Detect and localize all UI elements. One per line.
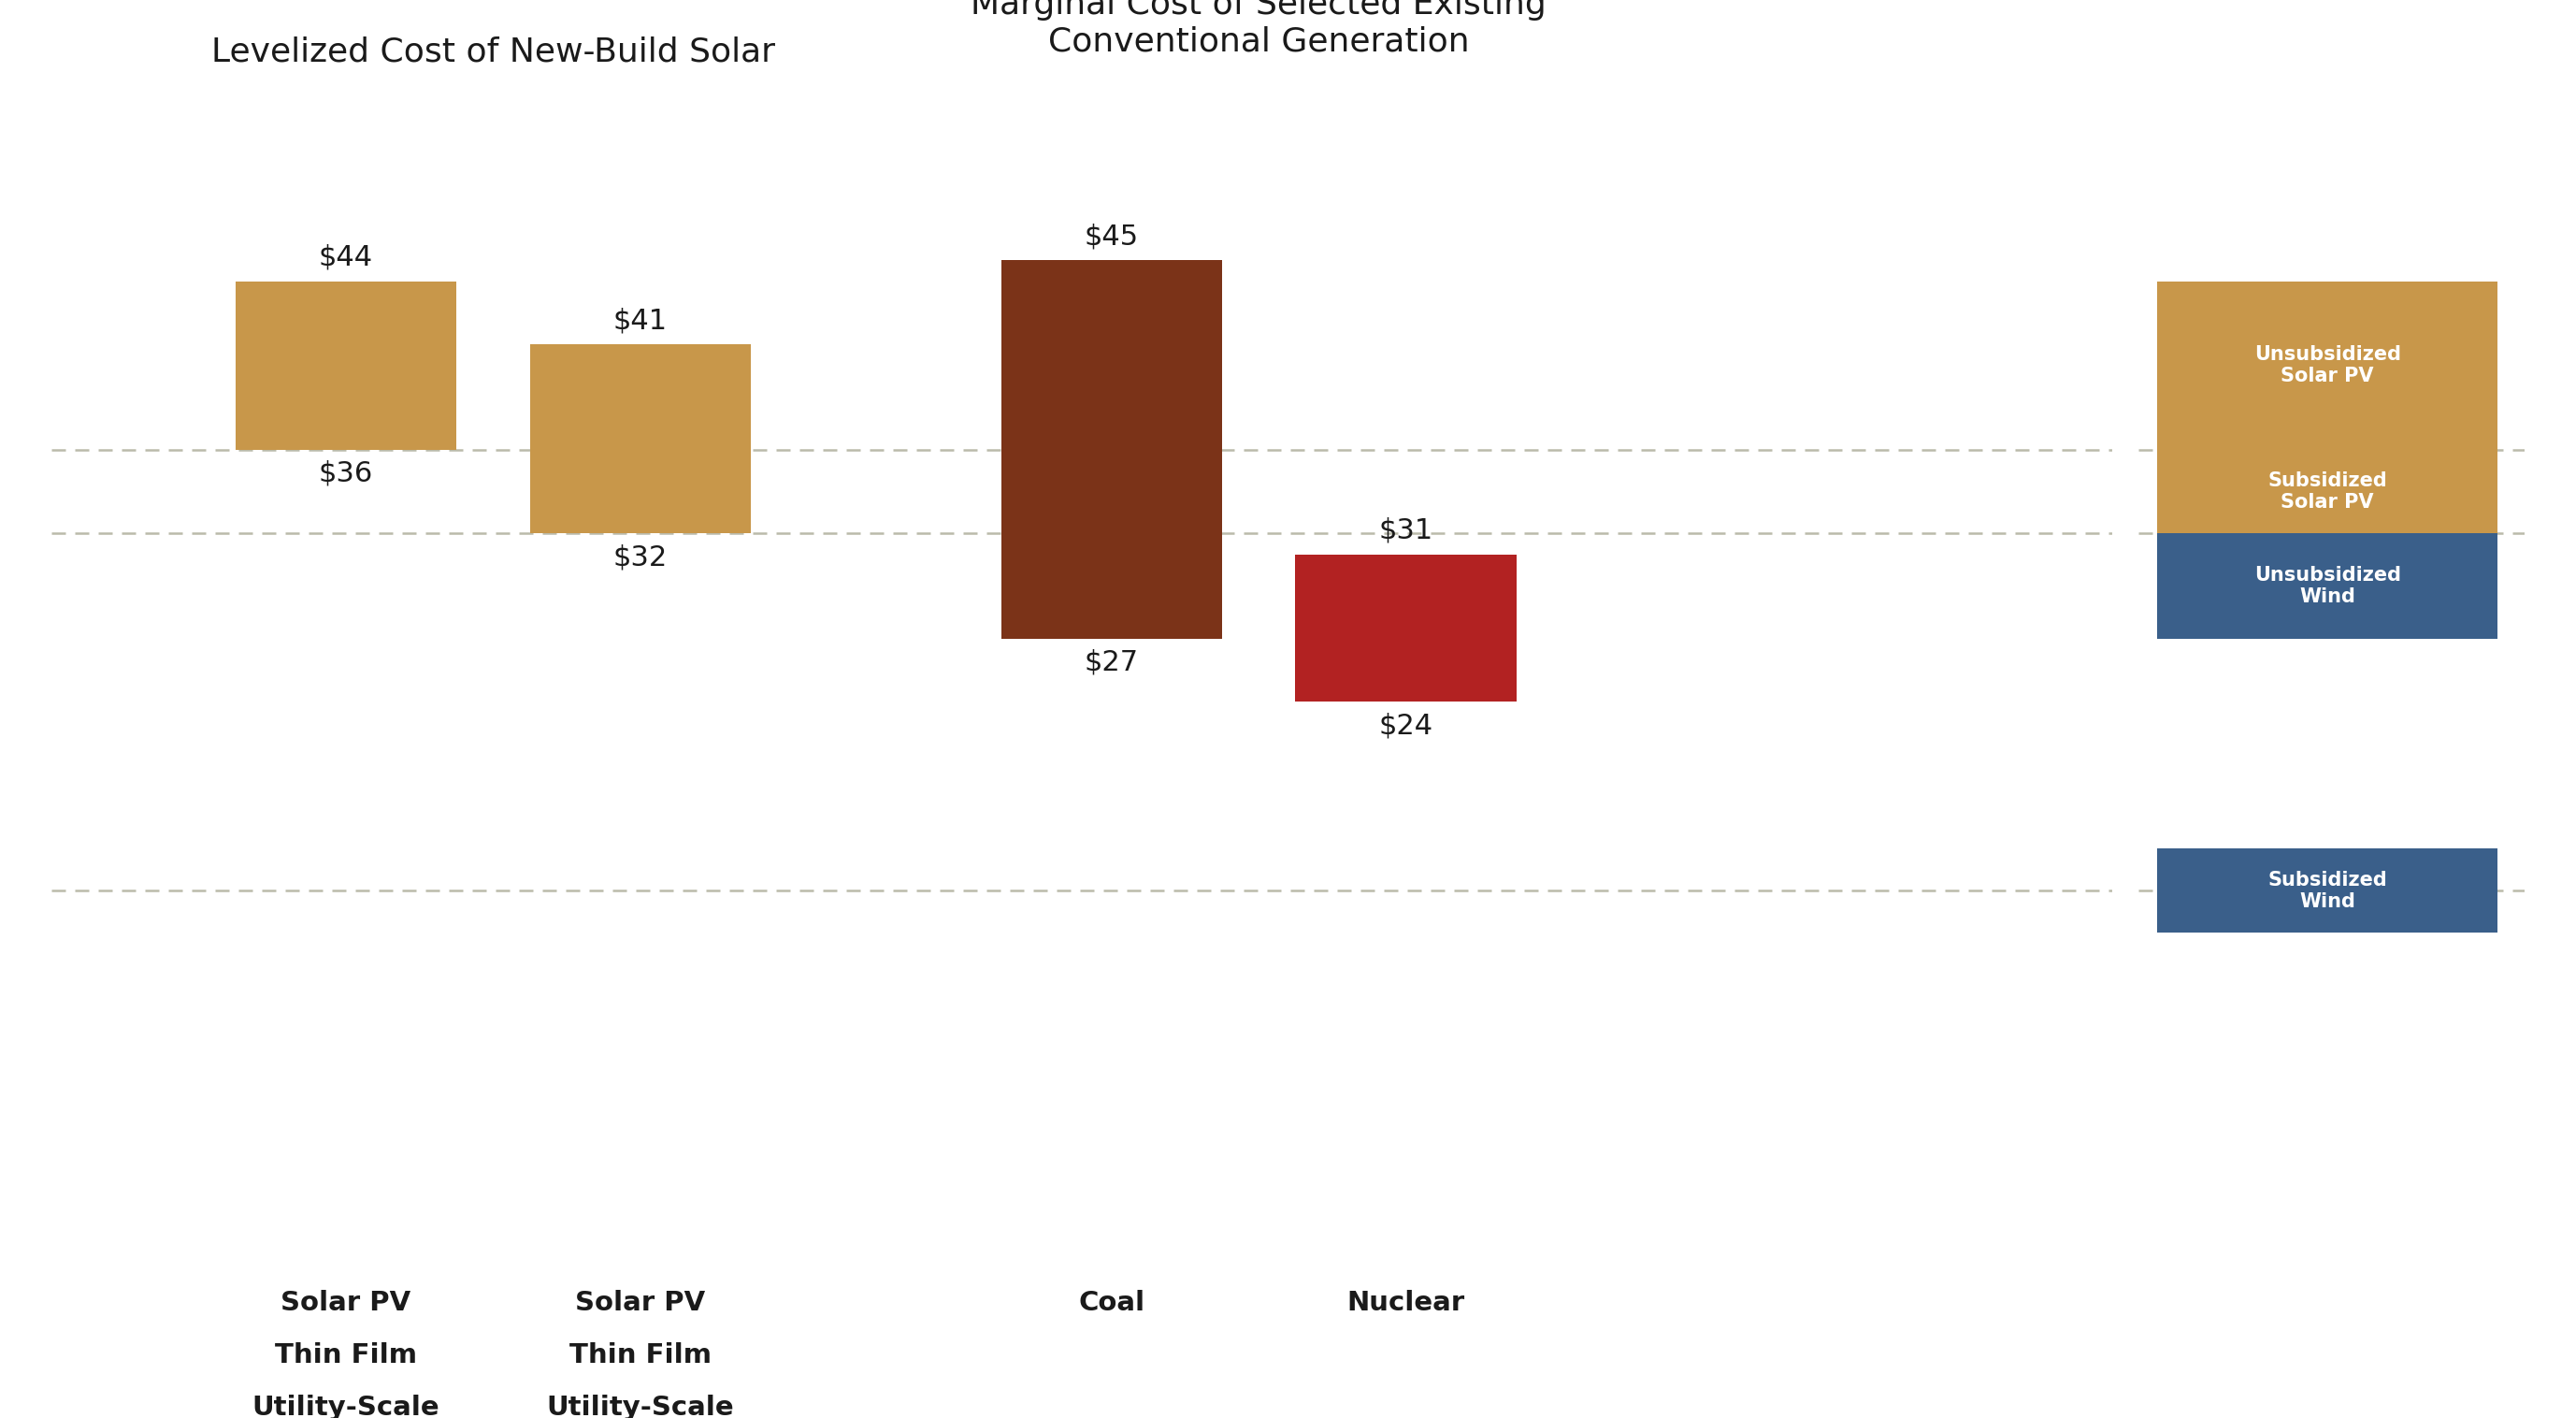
Text: Thin Film: Thin Film — [569, 1343, 711, 1368]
Text: $31: $31 — [1378, 518, 1432, 545]
Text: Thin Film: Thin Film — [276, 1343, 417, 1368]
Text: $45: $45 — [1084, 223, 1139, 250]
Text: Utility-Scale: Utility-Scale — [252, 1395, 440, 1418]
Text: Marginal Cost of Selected Existing
Conventional Generation: Marginal Cost of Selected Existing Conve… — [971, 0, 1546, 58]
Bar — [234, 282, 456, 450]
Text: Coal: Coal — [1079, 1290, 1144, 1316]
Bar — [2156, 533, 2496, 638]
Text: $41: $41 — [613, 306, 667, 335]
Text: $32: $32 — [613, 545, 667, 571]
Bar — [2156, 282, 2496, 450]
Bar — [1296, 554, 1517, 702]
Text: Subsidized
Solar PV: Subsidized Solar PV — [2267, 471, 2388, 512]
Text: $44: $44 — [319, 244, 374, 271]
Text: Unsubsidized
Wind: Unsubsidized Wind — [2254, 566, 2401, 607]
Text: Utility-Scale: Utility-Scale — [546, 1395, 734, 1418]
Bar — [531, 345, 750, 533]
Text: Solar PV: Solar PV — [574, 1290, 706, 1316]
Bar — [2156, 450, 2496, 533]
Text: Subsidized
Wind: Subsidized Wind — [2267, 871, 2388, 910]
Bar — [1002, 261, 1221, 638]
Text: $27: $27 — [1084, 649, 1139, 676]
Text: Unsubsidized
Solar PV: Unsubsidized Solar PV — [2254, 346, 2401, 386]
Text: Solar PV: Solar PV — [281, 1290, 412, 1316]
Text: Levelized Cost of New-Build Solar: Levelized Cost of New-Build Solar — [211, 37, 775, 68]
Bar — [2156, 849, 2496, 933]
Text: $36: $36 — [319, 459, 374, 488]
Text: Nuclear: Nuclear — [1347, 1290, 1466, 1316]
Text: $24: $24 — [1378, 712, 1432, 739]
